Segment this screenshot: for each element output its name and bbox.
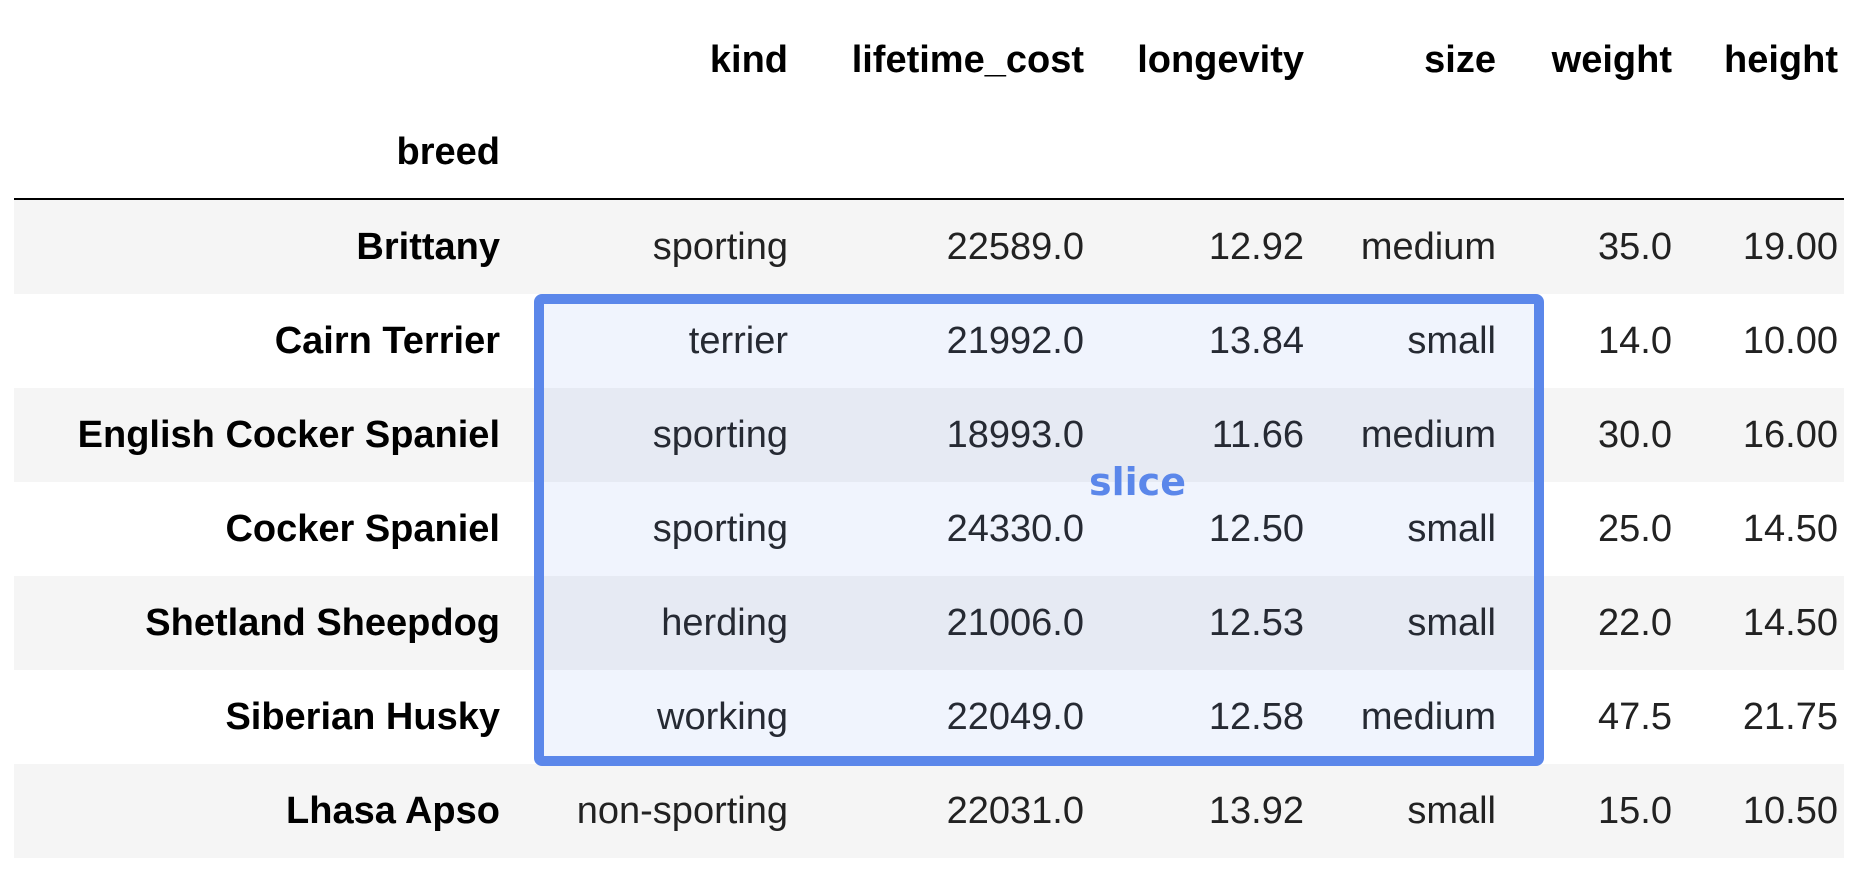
cell-weight: 47.5: [1598, 695, 1672, 738]
cell-longevity: 12.58: [1208, 695, 1304, 738]
cell-lifetime-cost: 21006.0: [946, 601, 1084, 644]
cell-longevity: 12.53: [1208, 601, 1304, 644]
column-header: size: [1424, 38, 1496, 81]
dataframe-table: kind lifetime_cost longevity size weight…: [14, 14, 1844, 858]
cell-kind: herding: [661, 601, 788, 644]
cell-longevity: 13.92: [1208, 789, 1304, 832]
table-row: Cairn Terrier terrier 21992.0 13.84 smal…: [14, 294, 1844, 388]
cell-size: medium: [1360, 413, 1496, 456]
cell-height: 14.50: [1742, 507, 1838, 550]
column-header-row: kind lifetime_cost longevity size weight…: [14, 14, 1844, 106]
cell-height: 10.50: [1742, 789, 1838, 832]
cell-size: small: [1407, 789, 1496, 832]
table-row: Brittany sporting 22589.0 12.92 medium 3…: [14, 200, 1844, 294]
cell-size: small: [1407, 319, 1496, 362]
cell-lifetime-cost: 22589.0: [946, 225, 1084, 268]
table-row: Shetland Sheepdog herding 21006.0 12.53 …: [14, 576, 1844, 670]
cell-kind: working: [657, 695, 788, 738]
cell-height: 10.00: [1742, 319, 1838, 362]
row-index: Lhasa Apso: [286, 789, 500, 832]
cell-height: 19.00: [1742, 225, 1838, 268]
cell-lifetime-cost: 22031.0: [946, 789, 1084, 832]
cell-lifetime-cost: 24330.0: [946, 507, 1084, 550]
cell-kind: sporting: [652, 225, 788, 268]
table-row: Siberian Husky working 22049.0 12.58 med…: [14, 670, 1844, 764]
cell-height: 14.50: [1742, 601, 1838, 644]
cell-size: medium: [1360, 695, 1496, 738]
column-header: weight: [1551, 38, 1672, 81]
cell-longevity: 12.50: [1208, 507, 1304, 550]
cell-longevity: 12.92: [1208, 225, 1304, 268]
cell-height: 16.00: [1742, 413, 1838, 456]
row-index: English Cocker Spaniel: [77, 413, 500, 456]
cell-height: 21.75: [1742, 695, 1838, 738]
cell-kind: non-sporting: [576, 789, 788, 832]
column-header: height: [1724, 38, 1838, 81]
cell-lifetime-cost: 22049.0: [946, 695, 1084, 738]
table-row: Lhasa Apso non-sporting 22031.0 13.92 sm…: [14, 764, 1844, 858]
cell-longevity: 11.66: [1211, 413, 1304, 456]
column-header: longevity: [1137, 38, 1304, 81]
row-index: Cairn Terrier: [274, 319, 500, 362]
row-index: Cocker Spaniel: [225, 507, 500, 550]
table-row: Cocker Spaniel sporting 24330.0 12.50 sm…: [14, 482, 1844, 576]
row-index: Siberian Husky: [225, 695, 500, 738]
table-row: English Cocker Spaniel sporting 18993.0 …: [14, 388, 1844, 482]
cell-size: medium: [1360, 225, 1496, 268]
cell-lifetime-cost: 21992.0: [946, 319, 1084, 362]
cell-kind: sporting: [652, 507, 788, 550]
cell-weight: 30.0: [1598, 413, 1672, 456]
cell-weight: 35.0: [1598, 225, 1672, 268]
cell-weight: 14.0: [1598, 319, 1672, 362]
column-header: kind: [709, 38, 788, 81]
cell-longevity: 13.84: [1208, 319, 1304, 362]
cell-size: small: [1407, 601, 1496, 644]
slice-label: slice: [1089, 460, 1186, 504]
cell-size: small: [1407, 507, 1496, 550]
cell-lifetime-cost: 18993.0: [946, 413, 1084, 456]
row-index: Brittany: [356, 225, 500, 268]
row-index: Shetland Sheepdog: [145, 601, 500, 644]
cell-weight: 25.0: [1598, 507, 1672, 550]
index-name-row: breed: [14, 106, 1844, 200]
cell-kind: terrier: [688, 319, 788, 362]
cell-weight: 22.0: [1598, 601, 1672, 644]
cell-kind: sporting: [652, 413, 788, 456]
index-name: breed: [396, 130, 500, 173]
cell-weight: 15.0: [1598, 789, 1672, 832]
column-header: lifetime_cost: [851, 38, 1084, 81]
